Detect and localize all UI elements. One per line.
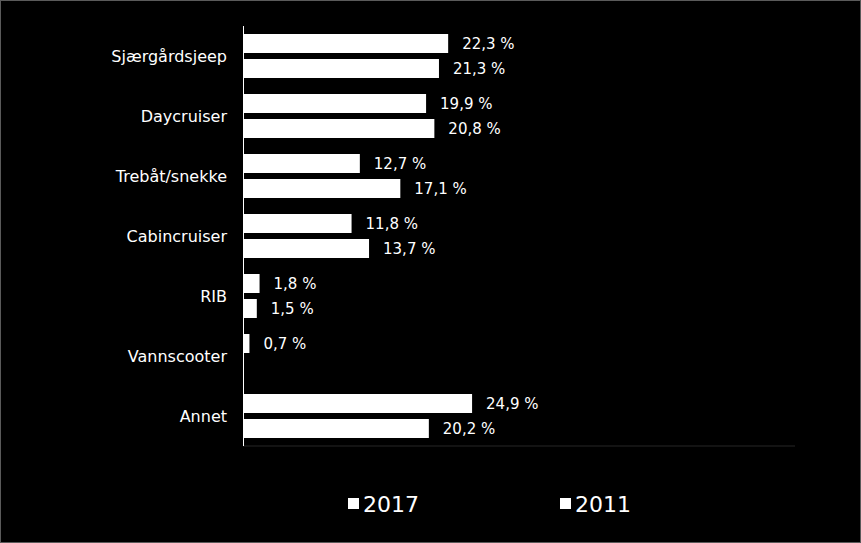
legend-label: 2017 [363,492,419,517]
bar [243,154,360,173]
y-axis-line [243,26,244,446]
bar [243,394,472,413]
legend-swatch [348,498,359,509]
bar [243,119,434,138]
data-label: 22,3 % [462,35,514,53]
bar [243,94,426,113]
data-label: 12,7 % [374,155,426,173]
data-label: 20,2 % [443,420,495,438]
data-label: 19,9 % [440,95,492,113]
category-label: Daycruiser [141,107,228,126]
category-label: Sjærgårdsjeep [111,47,227,66]
category-label: Vannscooter [128,347,228,366]
data-label: 0,7 % [263,335,306,353]
legend-label: 2011 [575,492,631,517]
data-label: 21,3 % [453,60,505,78]
bar [243,34,448,53]
bars [243,34,472,438]
data-label: 1,8 % [274,275,317,293]
bar [243,214,352,233]
data-label: 11,8 % [366,215,418,233]
x-axis-line [243,446,795,447]
data-label: 20,8 % [448,120,500,138]
data-label: 24,9 % [486,395,538,413]
category-label: Trebåt/snekke [115,167,227,186]
data-label: 13,7 % [383,240,435,258]
background [1,1,861,543]
bar [243,239,369,258]
legend-swatch [560,498,571,509]
bar [243,274,260,293]
category-label: Annet [180,407,227,426]
category-label: RIB [200,287,227,306]
category-label: Cabincruiser [127,227,228,246]
data-label: 1,5 % [271,300,314,318]
bar [243,419,429,438]
bar [243,179,400,198]
data-label: 17,1 % [414,180,466,198]
bar [243,299,257,318]
chart: Sjærgårdsjeep 22,3 % 21,3 % Daycruiser 19,9 … [0,0,861,543]
bar [243,59,439,78]
